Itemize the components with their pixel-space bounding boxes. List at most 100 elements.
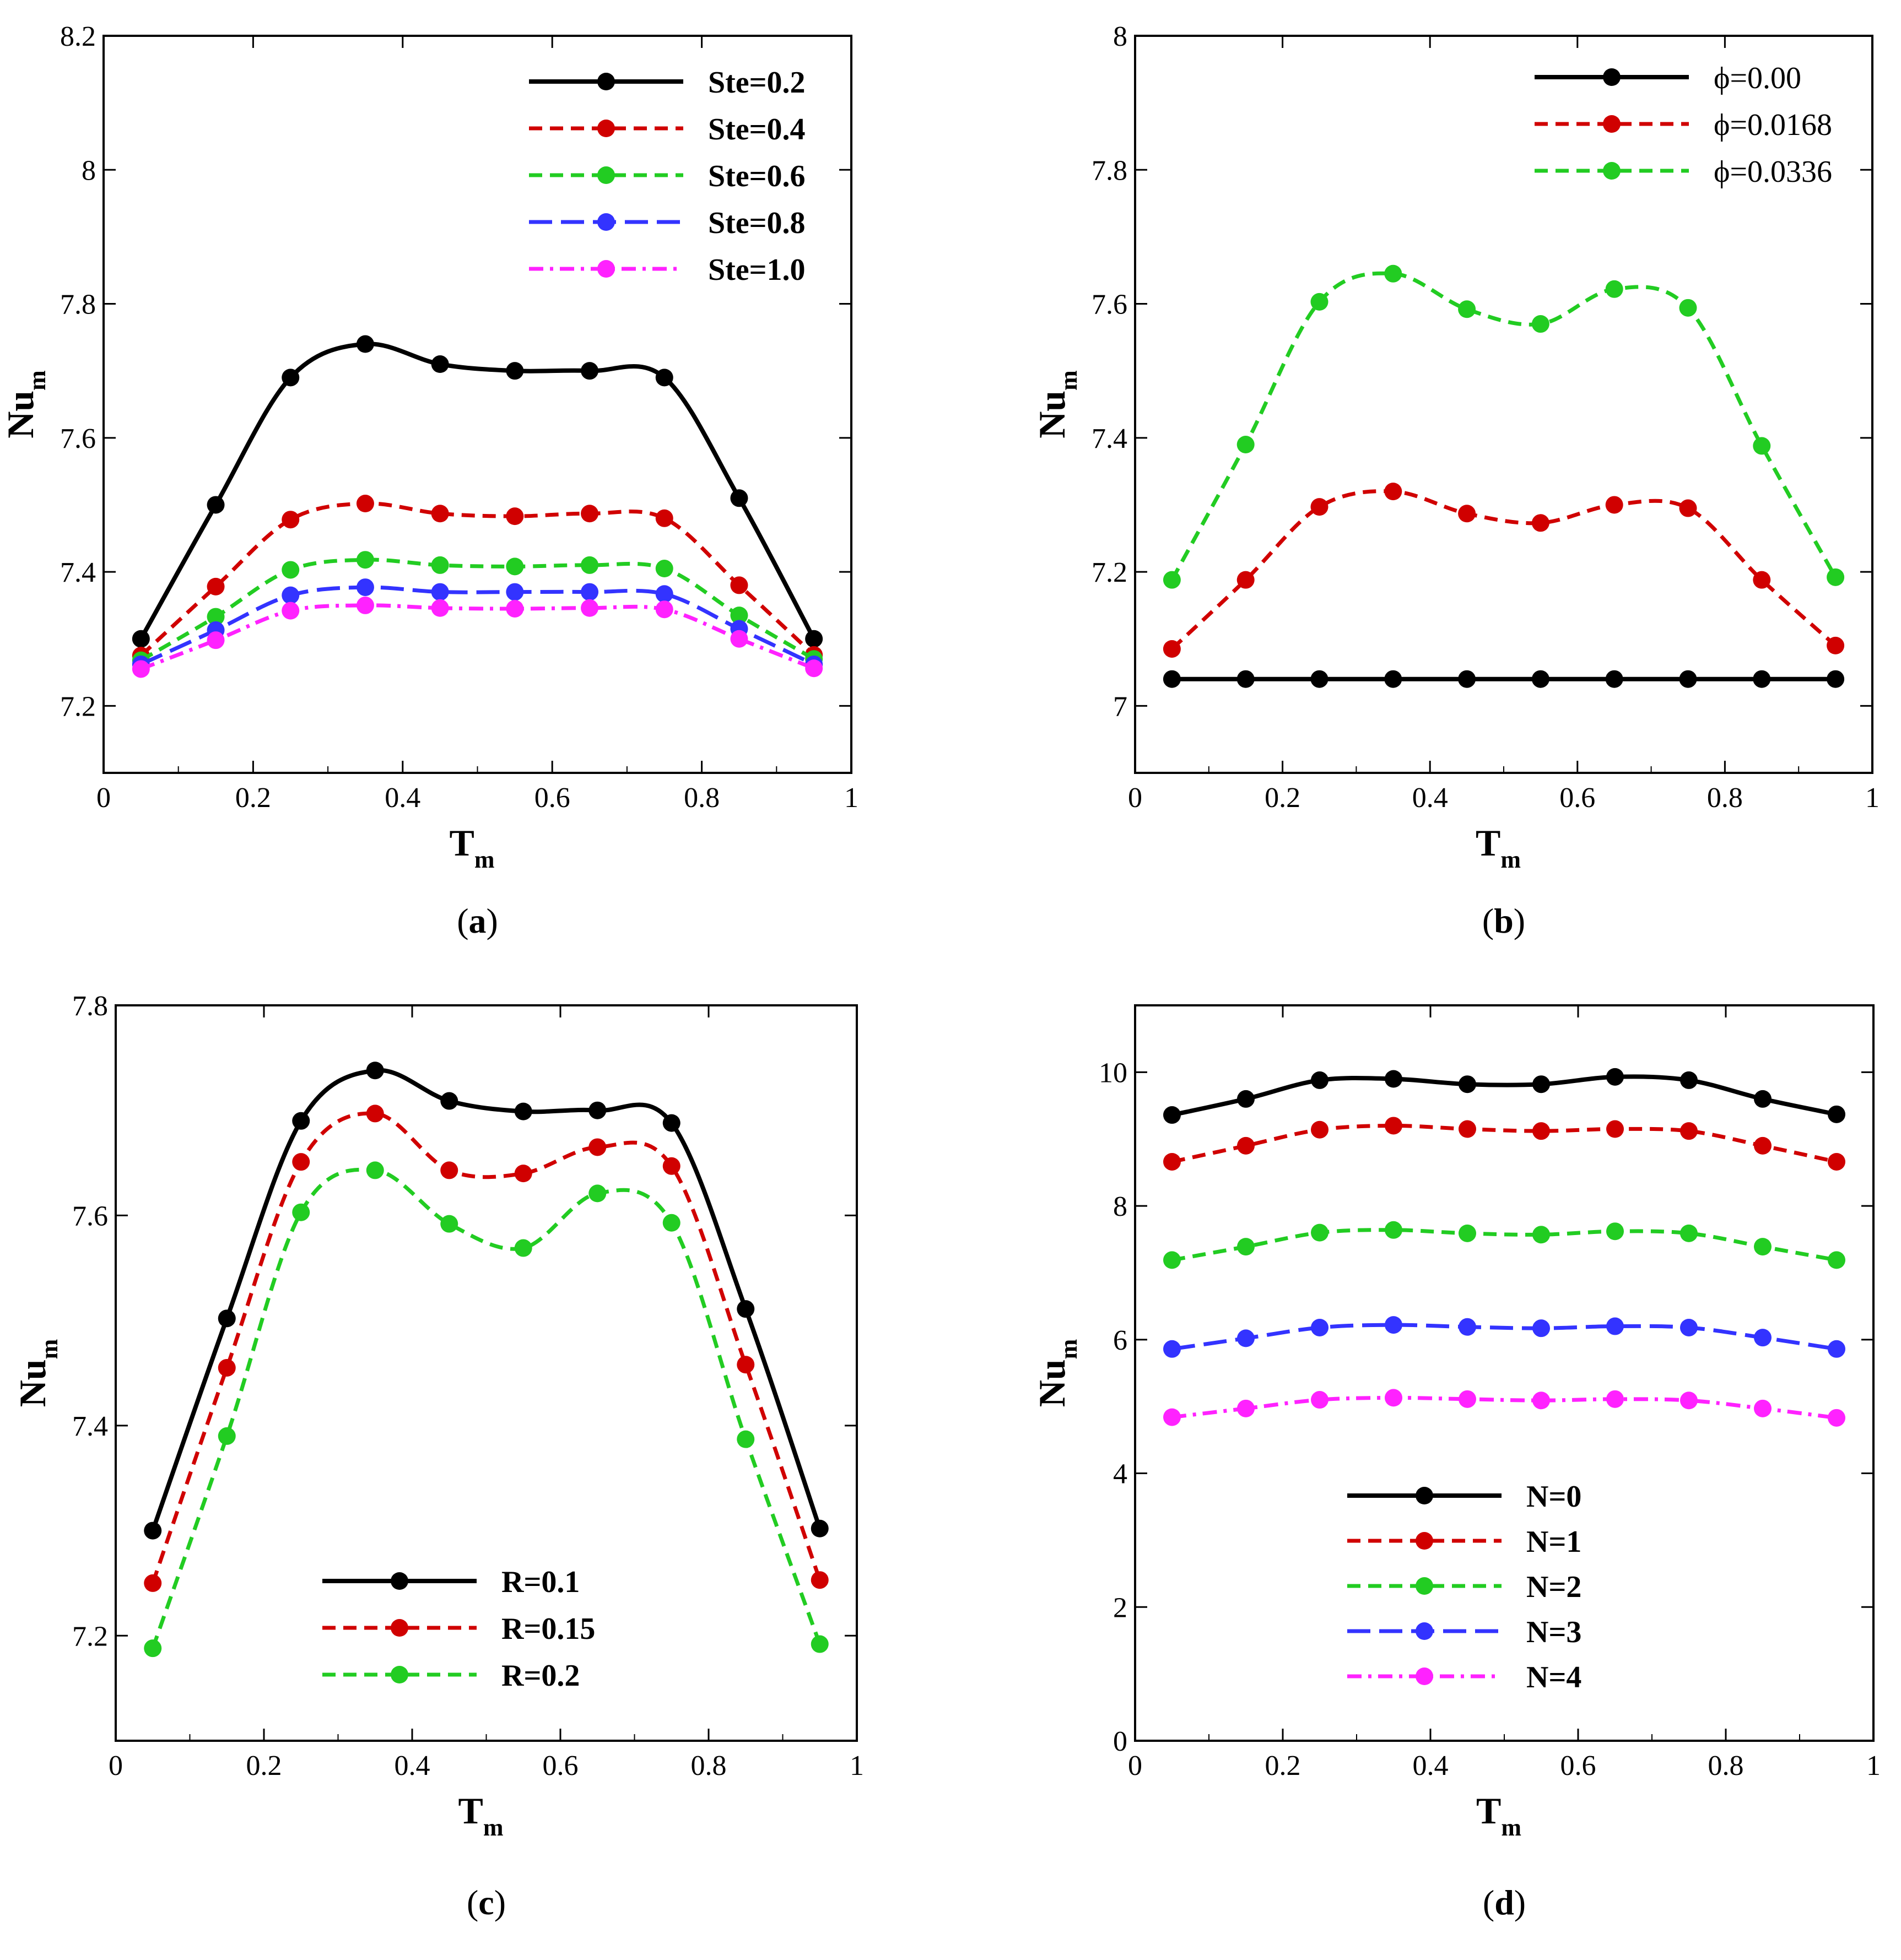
data-point — [356, 596, 374, 614]
data-point — [431, 355, 449, 373]
data-point — [1310, 498, 1328, 516]
data-point — [514, 1165, 532, 1183]
chart-panel-d: 0 0.2 0.4 0.6 0.8 10246810TmNumN=0N=1N=2N=3N=… — [1031, 1004, 1881, 1922]
series-line-1 — [150, 1068, 822, 1531]
data-point — [1606, 1222, 1624, 1241]
data-point — [1311, 1120, 1328, 1139]
data-point — [1459, 1075, 1476, 1093]
data-point — [737, 1356, 755, 1374]
legend-label: Ste=1.0 — [708, 253, 806, 287]
data-point — [1828, 1340, 1845, 1358]
x-axis-title: Tm — [1476, 1790, 1521, 1841]
data-point — [1458, 300, 1476, 318]
x-axis-title-sub: m — [474, 846, 495, 873]
x-tick-label: 0.6 — [534, 782, 570, 814]
data-point — [1385, 1070, 1402, 1088]
plot-frame — [1134, 1004, 1875, 1742]
data-point — [730, 489, 748, 507]
x-tick-label: 0 — [96, 782, 111, 814]
data-point — [431, 556, 449, 574]
data-point — [811, 1571, 829, 1589]
legend-marker — [1416, 1487, 1433, 1504]
data-point — [440, 1215, 458, 1233]
x-tick-label: 1 — [850, 1750, 864, 1782]
data-point — [506, 507, 524, 526]
data-point — [1532, 1392, 1550, 1410]
legend-marker — [597, 166, 615, 184]
legend-label: Ste=0.6 — [708, 159, 806, 193]
data-point — [1753, 571, 1771, 589]
y-tick-label: 7.8 — [1092, 155, 1127, 186]
y-tick-label: 7.6 — [60, 423, 96, 454]
panel-caption-close: ) — [1514, 901, 1525, 940]
data-point — [1605, 280, 1623, 298]
data-point — [1311, 1223, 1328, 1242]
data-point — [440, 1092, 458, 1110]
y-tick-label: 7.4 — [1092, 423, 1127, 454]
data-point — [588, 1101, 607, 1119]
data-point — [292, 1112, 310, 1130]
data-point — [1459, 1120, 1476, 1138]
x-tick-label: 0.8 — [691, 1750, 727, 1782]
data-point — [292, 1203, 310, 1221]
y-tick-label: 6 — [1113, 1325, 1127, 1356]
data-point — [1459, 1224, 1476, 1242]
data-point — [431, 599, 449, 617]
data-point — [1237, 1238, 1255, 1256]
y-tick-label: 10 — [1099, 1057, 1127, 1089]
legend: ϕ=0.00 ϕ=0.0168 ϕ=0.0336 — [1535, 61, 1832, 189]
x-axis-title-sub: m — [1501, 1814, 1521, 1841]
x-tick-label: 0.4 — [1412, 782, 1448, 814]
series-line-1 — [1171, 1074, 1837, 1117]
x-axis-title: Tm — [1476, 822, 1521, 873]
y-tick-label: 7.4 — [72, 1411, 108, 1442]
data-point — [1163, 1152, 1181, 1171]
data-point — [730, 607, 748, 625]
y-tick-label: 8 — [1113, 21, 1127, 52]
y-axis-title: Num — [1031, 1339, 1082, 1407]
data-point — [1605, 670, 1623, 688]
legend-marker — [1416, 1577, 1433, 1595]
data-point — [655, 560, 673, 578]
data-point — [132, 660, 150, 678]
series-line-4 — [1171, 1323, 1837, 1351]
data-point — [1828, 1152, 1845, 1171]
data-point — [282, 369, 300, 387]
data-point — [506, 362, 524, 380]
data-point — [207, 496, 225, 514]
y-tick-label: 2 — [1113, 1592, 1127, 1623]
data-point — [1237, 1399, 1255, 1417]
x-tick-label: 0.6 — [1559, 782, 1595, 814]
data-point — [514, 1239, 532, 1257]
data-point — [282, 511, 300, 529]
y-axis-title-group: Num — [0, 370, 51, 438]
data-point — [514, 1102, 532, 1120]
data-point — [1385, 1389, 1402, 1407]
data-point — [1163, 1251, 1181, 1269]
data-point — [506, 557, 524, 576]
legend-marker — [1416, 1622, 1433, 1640]
x-axis-title-sub: m — [483, 1814, 504, 1841]
legend-label: ϕ=0.0336 — [1714, 155, 1832, 189]
data-point — [1384, 670, 1402, 688]
data-point — [1311, 1071, 1328, 1089]
data-point — [581, 505, 599, 523]
data-point — [132, 630, 150, 648]
legend-label: N=0 — [1526, 1480, 1581, 1514]
data-point — [1679, 499, 1697, 517]
data-point — [1606, 1390, 1624, 1408]
data-point — [366, 1161, 384, 1179]
data-point — [737, 1430, 755, 1448]
data-point — [1459, 1318, 1476, 1336]
x-tick-label: 0 — [1128, 1750, 1142, 1782]
legend-marker — [597, 260, 615, 278]
y-tick-label: 7 — [1113, 691, 1127, 722]
data-point — [805, 659, 823, 678]
x-tick-label: 0.8 — [1708, 1750, 1744, 1782]
data-point — [737, 1300, 755, 1318]
x-tick-label: 0.2 — [1265, 1750, 1301, 1782]
data-point — [356, 495, 374, 513]
data-point — [1680, 1071, 1698, 1089]
data-point — [1754, 1399, 1772, 1417]
data-point — [1236, 571, 1255, 589]
